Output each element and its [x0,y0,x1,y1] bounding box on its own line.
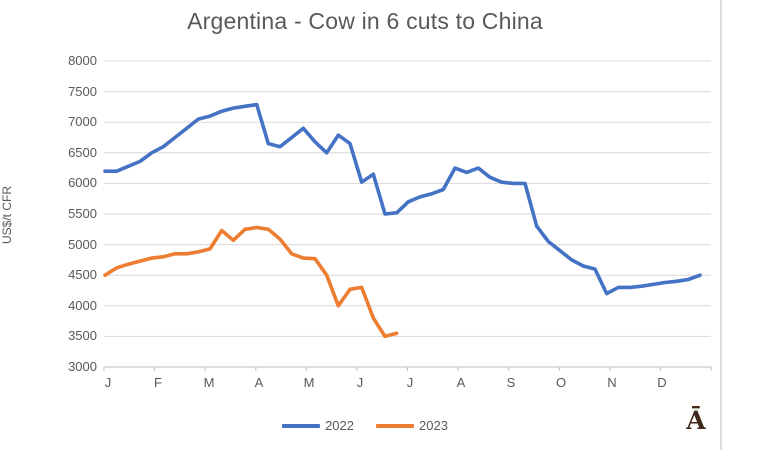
watermark-letter: Ā [686,406,706,435]
series-line-2023 [103,225,399,339]
x-tick-label: S [506,375,516,390]
chart-right-border-line [720,0,722,450]
x-tick-label: N [607,375,617,390]
y-tick-label: 3500 [68,328,97,343]
x-tick-label: A [456,375,466,390]
y-tick-label: 6500 [68,145,97,160]
legend-label-2023: 2023 [419,418,448,433]
legend: 2022 2023 [0,418,730,433]
legend-swatch-2023 [376,423,414,428]
y-tick-label: 7000 [68,114,97,129]
x-tick-label: F [154,375,162,390]
x-tick-label: J [104,375,112,390]
legend-item-2023: 2023 [376,418,448,433]
y-tick-label: 5500 [68,206,97,221]
x-tick-label: J [406,375,414,390]
x-tick-label: O [555,375,567,390]
y-tick-label: 6000 [68,175,97,190]
chart-title: Argentina - Cow in 6 cuts to China [187,8,543,34]
x-tick-label: M [303,375,315,390]
x-tick-label: D [657,375,667,390]
x-tick-label: A [254,375,264,390]
legend-swatch-2022 [282,423,321,428]
legend-label-2022: 2022 [325,418,354,433]
y-tick-label: 3000 [68,359,97,374]
x-tick-label: M [203,375,215,390]
series-line-2022 [103,102,702,296]
legend-item-2022: 2022 [282,418,354,433]
y-tick-label: 7500 [68,84,97,99]
x-tick-label: J [356,375,364,390]
y-tick-label: 5000 [68,237,97,252]
y-tick-label: 8000 [68,53,97,68]
y-tick-label: 4000 [68,298,97,313]
y-tick-label: 4500 [68,267,97,282]
